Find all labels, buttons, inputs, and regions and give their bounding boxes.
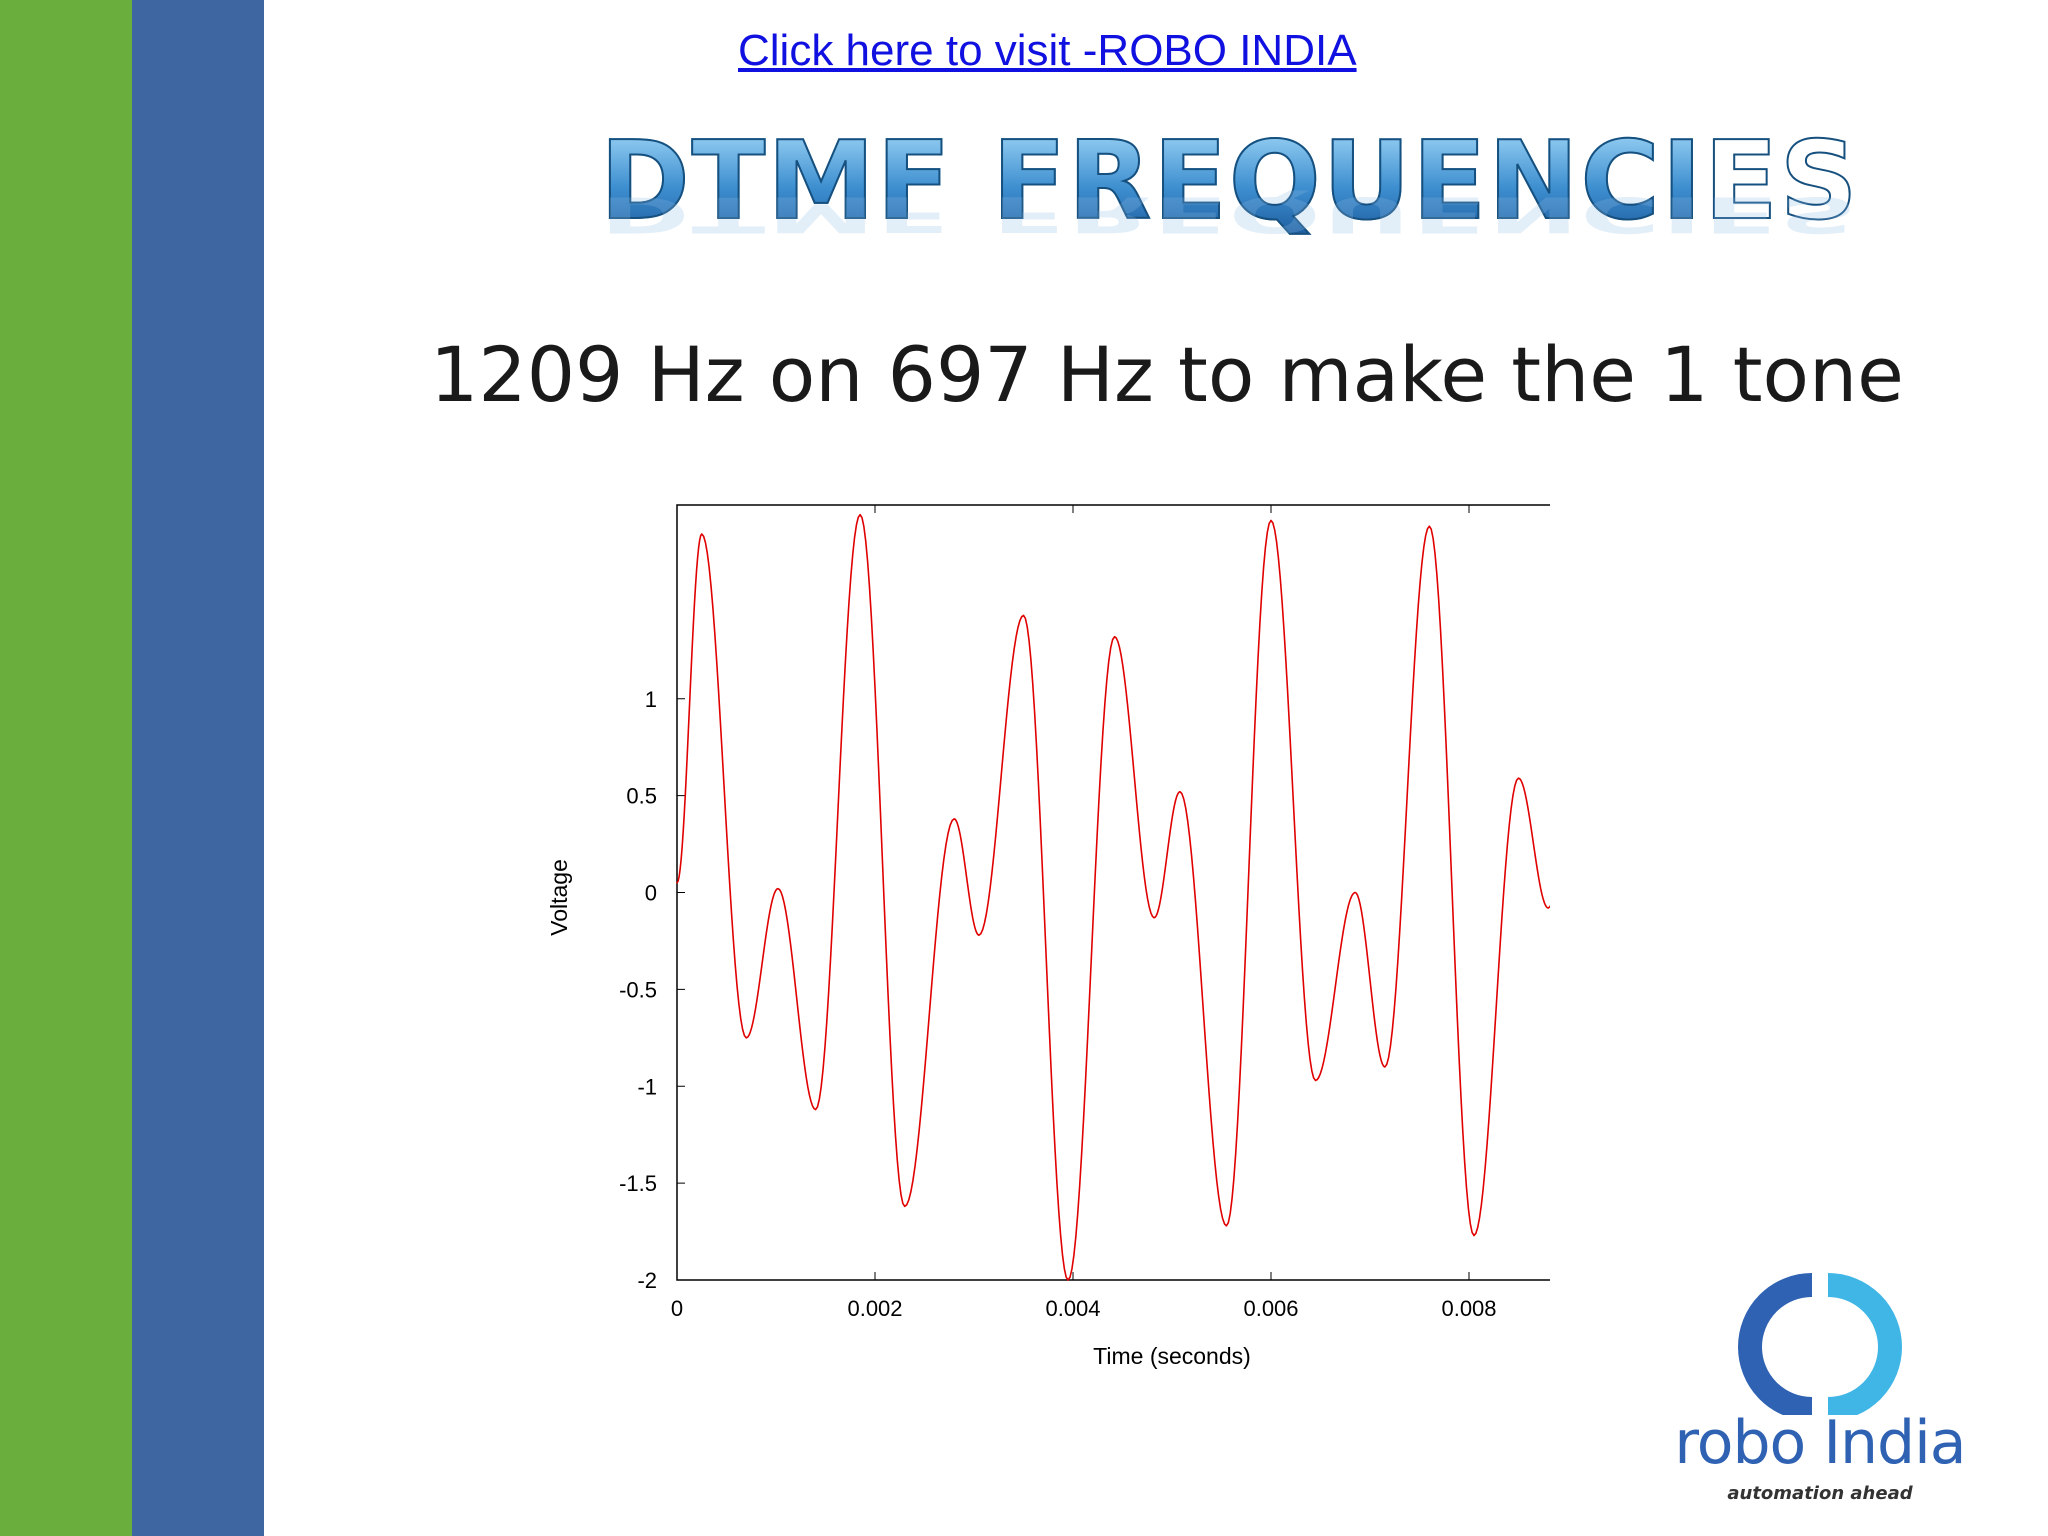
series-point [1022,614,1025,617]
y-tick-label: -1 [637,1074,657,1099]
series-point [1384,1066,1386,1068]
series-point [676,882,678,884]
series-point [814,1108,817,1111]
logo-tagline: automation ahead [1727,1483,1913,1504]
x-tick-label: 0.006 [1243,1296,1298,1321]
plot-frame [676,504,1550,1281]
series-point [859,513,861,516]
series-point [903,1205,906,1208]
series-point [1547,907,1549,909]
series-point [1113,635,1116,638]
series-point [1517,777,1520,779]
x-tick-label: 0.008 [1441,1296,1496,1321]
series-point [1314,1079,1317,1082]
series-point [1428,525,1431,528]
voltage-series-line [676,513,1550,1281]
series-point [1179,790,1181,793]
robo-india-logo: robo India automation ahead [1630,1255,2010,1525]
logo-wordmark: robo India [1674,1408,1966,1478]
y-axis-label: Voltage [546,859,572,936]
left-green-stripe [0,0,132,1536]
x-tick-label: 0.004 [1045,1296,1100,1321]
y-tick-label: 0.5 [626,784,657,809]
logo-ring-icon [1738,1273,1902,1421]
series-point [1067,1279,1069,1281]
y-tick-label: -2 [637,1268,657,1293]
y-tick-label: -0.5 [619,977,657,1002]
slide-subtitle: 1209 Hz on 697 Hz to make the 1 tone [430,330,1904,419]
voltage-time-chart: 0 0.002 0.004 0.006 0.008 -2 -1.5 -1 -0.5 0 0.5 1 Ti… [546,504,1550,1369]
series-point [745,1037,748,1039]
x-tick-label: 0 [671,1296,683,1321]
series-point [1354,891,1356,894]
series-point [700,533,703,535]
left-blue-stripe [132,0,264,1536]
series-point [953,818,955,820]
series-point [1270,519,1272,522]
x-tick-label: 0.002 [847,1296,902,1321]
slide-title: DTMF FREQUENCIES [599,119,1860,244]
y-tick-label: -1.5 [619,1171,657,1196]
y-tick-label: 0 [645,881,657,906]
robo-india-link[interactable]: Click here to visit -ROBO INDIA [738,26,1357,75]
x-axis-label: Time (seconds) [1093,1343,1251,1369]
y-tick-label: 1 [645,687,657,712]
series-point [1153,916,1155,919]
series-point [1473,1234,1475,1237]
series-point [777,887,779,890]
series-point [1225,1224,1228,1227]
series-point [978,934,980,936]
